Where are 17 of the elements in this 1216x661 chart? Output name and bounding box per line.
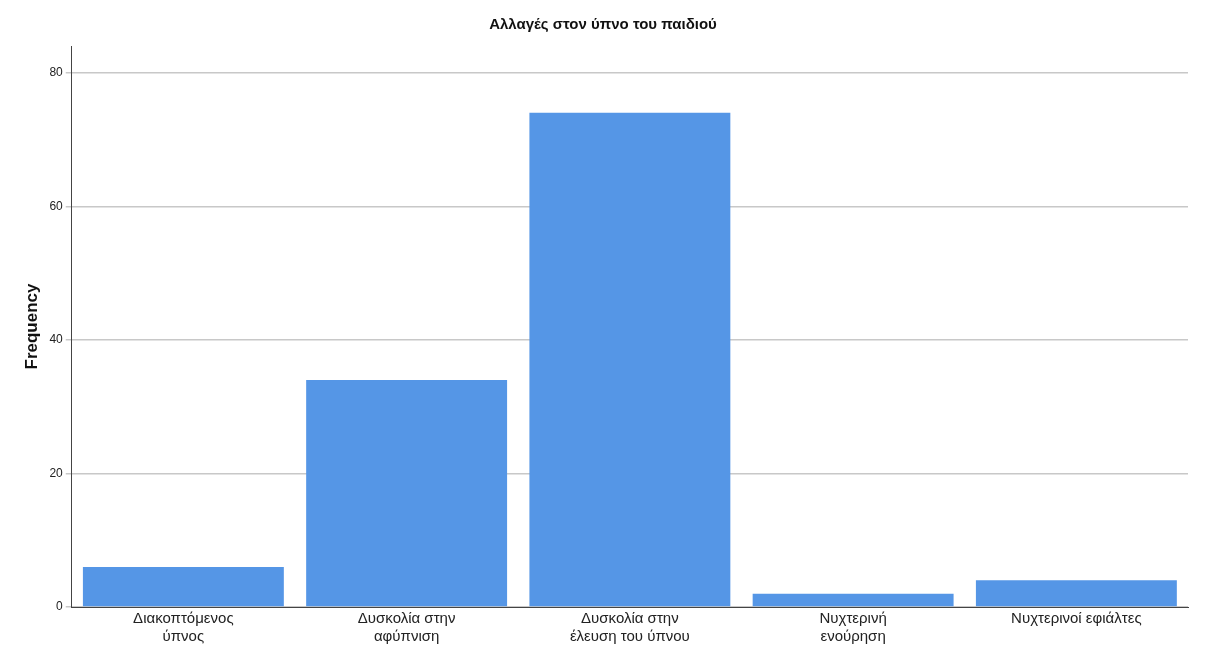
- chart-title: Αλλαγές στον ύπνο του παιδιού: [489, 15, 718, 33]
- y-tick-label: 80: [49, 65, 64, 80]
- y-tick-label: 60: [49, 198, 64, 213]
- x-tick-label: Δυσκολία στην έλευση του ύπνου: [569, 609, 690, 645]
- bar: [752, 593, 954, 607]
- x-tick-label: Νυχτερινή ενούρηση: [819, 609, 887, 645]
- bar: [529, 112, 731, 607]
- bar: [306, 379, 508, 607]
- bar: [82, 566, 284, 607]
- x-tick-label: Νυχτερινοί εφιάλτες: [1011, 609, 1142, 627]
- y-axis-title: Frequency: [21, 282, 41, 370]
- x-tick-label: Διακοπτόμενος ύπνος: [133, 609, 234, 645]
- y-tick-label: 40: [49, 332, 64, 347]
- bar: [975, 580, 1177, 607]
- x-tick-label: Δυσκολία στην αφύπνιση: [357, 609, 456, 645]
- y-tick-label: 0: [56, 599, 64, 614]
- y-tick-label: 20: [49, 465, 64, 480]
